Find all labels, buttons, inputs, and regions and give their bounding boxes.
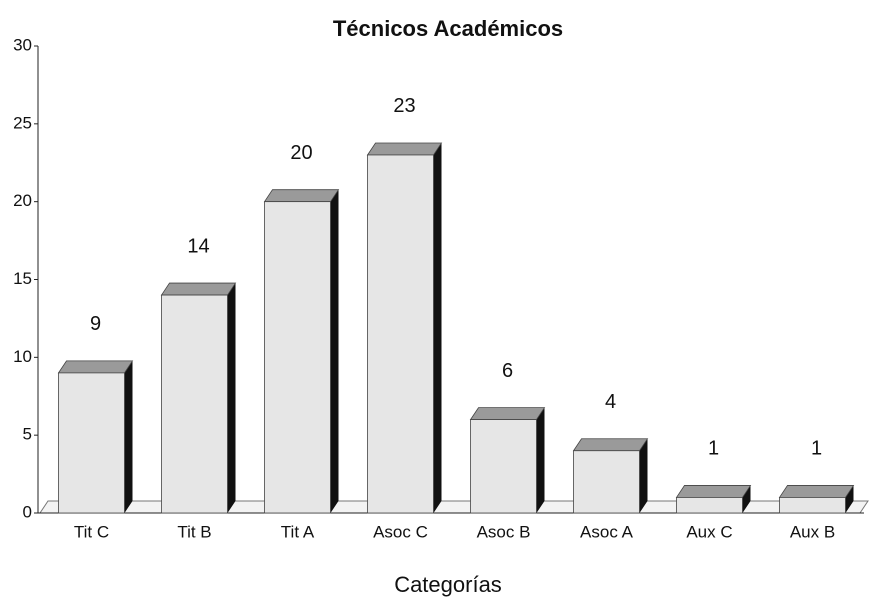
bar-side	[536, 407, 545, 513]
bar	[469, 407, 546, 514]
y-tick-label: 20	[13, 191, 32, 210]
bar-side	[227, 283, 236, 513]
value-label: 1	[811, 438, 822, 460]
value-label: 9	[90, 313, 101, 335]
x-tick-label: Aux B	[790, 522, 835, 541]
bar-top	[366, 142, 443, 156]
y-tick-label: 5	[23, 425, 32, 444]
bar	[160, 282, 237, 514]
bar-side	[742, 485, 751, 513]
bar-side	[433, 142, 442, 513]
bar-top	[263, 189, 340, 203]
value-label: 1	[708, 438, 719, 460]
x-tick-label: Aux C	[686, 522, 732, 541]
bar	[675, 485, 752, 514]
value-label: 6	[502, 360, 513, 382]
x-tick-label: Asoc C	[373, 522, 428, 541]
bar-top	[57, 360, 134, 374]
bar-top	[778, 485, 855, 498]
x-tick-label: Tit A	[281, 522, 315, 541]
value-label: 23	[393, 95, 415, 117]
bar-front	[470, 419, 537, 514]
bar-top	[469, 407, 546, 421]
value-label: 4	[605, 391, 616, 413]
bar-side	[124, 360, 133, 513]
y-tick-label: 10	[13, 347, 32, 366]
bar	[263, 189, 340, 514]
bar-top	[572, 438, 649, 452]
bar-side	[639, 438, 648, 513]
bar-top	[160, 282, 237, 296]
bar-top	[675, 485, 752, 498]
y-tick-label: 25	[13, 113, 32, 132]
y-tick-label: 30	[13, 35, 32, 54]
x-tick-label: Asoc B	[477, 522, 531, 541]
bar-front	[161, 294, 228, 514]
bar-front	[264, 201, 331, 514]
bar-front	[367, 154, 434, 514]
value-label: 20	[290, 142, 312, 164]
bar-front	[58, 372, 125, 514]
bar	[572, 438, 649, 514]
x-tick-label: Asoc A	[580, 522, 634, 541]
y-tick-label: 0	[23, 502, 32, 521]
x-tick-label: Tit B	[177, 522, 211, 541]
bar-front	[573, 450, 640, 514]
bar	[57, 360, 134, 514]
bar	[778, 485, 855, 514]
bar-front	[676, 497, 743, 514]
bar-side	[330, 189, 339, 513]
value-label: 14	[187, 235, 209, 257]
x-axis-title: Categorías	[394, 572, 502, 597]
chart-title: Técnicos Académicos	[333, 16, 563, 41]
y-tick-label: 15	[13, 269, 32, 288]
bar	[366, 142, 443, 514]
bar-side	[845, 485, 854, 513]
x-tick-label: Tit C	[74, 522, 109, 541]
bar-front	[779, 497, 846, 514]
